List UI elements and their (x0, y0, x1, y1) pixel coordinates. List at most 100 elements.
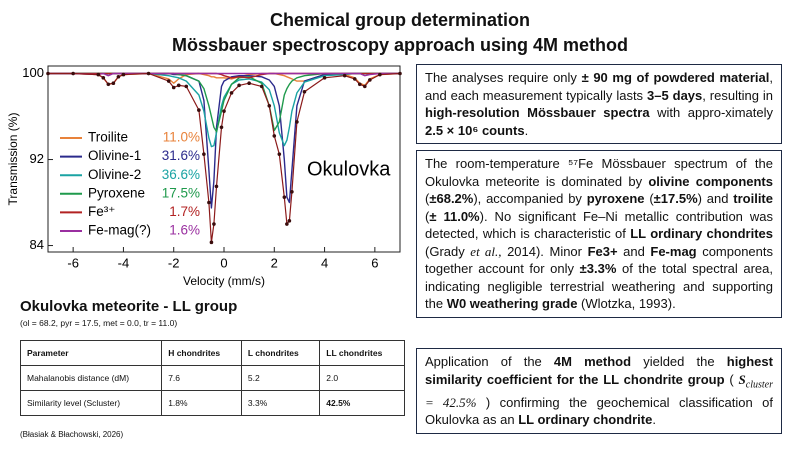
text-run: troilite (733, 191, 773, 206)
measured-point (357, 82, 362, 87)
measured-point (302, 90, 307, 94)
measured-point (295, 120, 299, 124)
text-run: = 42.5% (425, 394, 477, 410)
table-header-row: Parameter H chondrites L chondrites LL chon… (19, 340, 405, 366)
text-run: S (738, 371, 746, 387)
measured-point (282, 195, 287, 199)
x-tick-label: -2 (168, 255, 180, 270)
text-run: 4M method (553, 354, 632, 369)
text-run: 2.5 × 10⁶ counts (425, 122, 525, 138)
text-run: ), accompanied by (473, 191, 587, 206)
legend-label: Pyroxene (88, 185, 145, 200)
table-header-cell: L chondrites (240, 340, 321, 366)
x-tick-label: -4 (118, 255, 130, 270)
text-run: of the total spectral area, indicating n… (425, 261, 773, 311)
measured-point (229, 91, 234, 95)
measured-point (363, 84, 367, 89)
title-line: Chemical group determination (269, 10, 531, 30)
chart: 84 92 100 -6 -4 -2 0 2 4 6 Velocity (mm/s) Transmis… (6, 65, 402, 288)
footnote: (Błasiak & Błachowski, 2026) (20, 430, 124, 439)
text-panel: Application of the 4M method yielded the… (416, 348, 782, 434)
table-cell: 42.5% (319, 390, 405, 416)
text-run: Fe3+ (587, 243, 618, 259)
legend-label: Olivine-2 (88, 167, 141, 182)
measured-point (285, 222, 289, 226)
text-run: LL ordinary chondrites (630, 226, 774, 241)
text-run: with appro-ximately (649, 105, 773, 120)
text-run: (Grady (425, 243, 471, 259)
table-header-cell: Parameter (19, 340, 163, 366)
measured-point (222, 109, 226, 113)
x-tick-label: 6 (371, 255, 378, 270)
table-cell: 1.8% (161, 390, 242, 416)
text-run: ( (644, 191, 654, 206)
legend-share: 17.5% (162, 185, 200, 200)
text-run: Fe-mag (650, 243, 697, 259)
text-run: 2014). Minor (501, 243, 588, 259)
measured-point (207, 200, 211, 205)
text-run: . (652, 412, 656, 428)
legend-share: 1.6% (169, 223, 200, 238)
measured-point (171, 85, 176, 90)
y-axis-label: Transmission (%) (6, 113, 20, 206)
y-tick-label: 92 (30, 151, 44, 166)
text-run: ±3.3% (579, 261, 617, 276)
text-run: ( (724, 371, 739, 387)
measured-point (166, 79, 171, 83)
table-cell: 7.6 (161, 365, 242, 391)
text-run: The analyses require only (425, 70, 582, 85)
text-run: Application of the (425, 354, 554, 369)
x-axis-label: Velocity (mm/s) (183, 274, 265, 288)
legend-share: 1.7% (169, 204, 200, 219)
measured-point (101, 76, 106, 80)
table-row: Mahalanobis distance (dM) 7.6 5.2 2.0 (19, 365, 405, 391)
legend-label: Fe-mag(?) (88, 223, 151, 238)
y-tick-label: 100 (22, 65, 44, 80)
text-run: ±17.5% (653, 191, 698, 206)
text-run: ( (425, 208, 430, 224)
x-tick-label: 2 (271, 255, 278, 270)
legend-label: Olivine-1 (88, 148, 141, 163)
measured-point (202, 152, 206, 156)
measured-point (237, 83, 241, 88)
measured-point (111, 81, 116, 86)
text-run: high-resolution Mössbauer spectra (425, 105, 650, 120)
measured-point (219, 125, 224, 130)
measured-point (368, 78, 372, 82)
measured-point (247, 81, 251, 86)
legend-label: Troilite (88, 130, 128, 145)
text-run: highest similarity coefficient for the L… (425, 354, 773, 387)
legend-share: 36.6% (162, 167, 200, 182)
table-header-cell: LL chondrites (319, 340, 405, 366)
text-run: ± 90 mg of powdered material (581, 70, 770, 85)
summary-title: Okulovka meteorite - LL group (20, 298, 238, 315)
x-tick-label: 0 (220, 255, 227, 270)
measured-point (46, 71, 50, 76)
measured-point (184, 84, 189, 89)
table-cell: 3.3% (240, 390, 321, 416)
text-panel: The room-temperature ⁵⁷Fe Mössbauer spec… (416, 150, 782, 318)
y-tick-label: 84 (30, 237, 44, 252)
text-run: , and each measurement typically lasts (425, 70, 773, 103)
text-run: ) and (697, 191, 734, 206)
legend-share: 11.0% (163, 130, 200, 145)
text-run: . (524, 122, 529, 138)
table-cell: Similarity level (Scluster) (19, 390, 163, 416)
x-tick-label: -6 (67, 255, 79, 270)
legend-share: 31.6% (162, 148, 200, 163)
measured-point (398, 71, 402, 76)
text-run: ( (425, 191, 430, 206)
text-run: cluster (745, 379, 773, 391)
measured-point (96, 72, 101, 77)
table-cell: 5.2 (240, 365, 321, 391)
title-line: Mössbauer spectroscopy approach using 4M… (171, 35, 629, 55)
table: Parameter H chondrites L chondrites LL chon… (19, 340, 405, 416)
measured-point (121, 72, 126, 77)
measured-point (277, 152, 282, 156)
summary-subtitle: (ol = 68.2, pyr = 17.5, met = 0.0, tr = … (20, 318, 178, 328)
text-panel: The analyses require only ± 90 mg of pow… (416, 64, 782, 144)
table-cell: 2.0 (319, 365, 405, 391)
measured-point (259, 84, 264, 89)
x-tick-label: 4 (321, 255, 328, 270)
